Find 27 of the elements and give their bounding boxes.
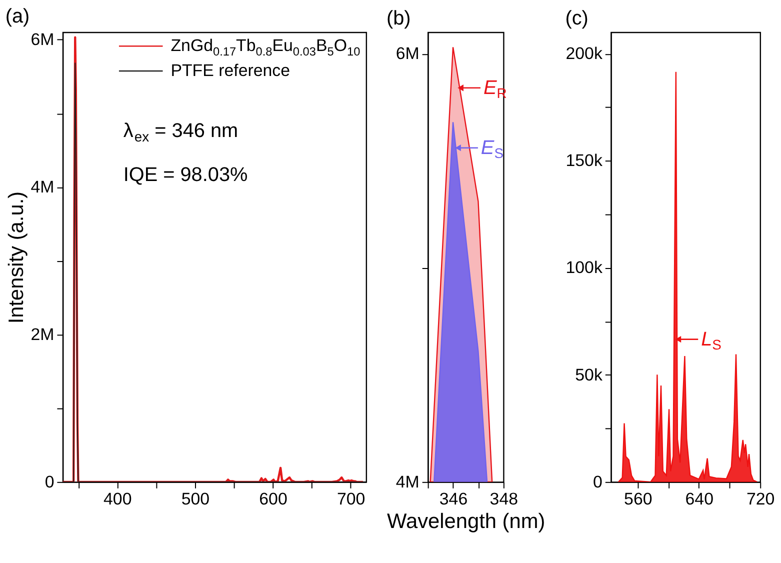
y-axis-title: Intensity (a.u.) (4, 191, 28, 324)
x-tick-label: 720 (746, 489, 775, 508)
chart-title: (a) (5, 6, 30, 28)
x-tick-label: 400 (104, 489, 132, 508)
y-tick-label: 100k (566, 258, 603, 278)
y-tick-label: 2M (30, 324, 54, 344)
y-tick-label: 6M (30, 30, 54, 50)
x-tick-label: 700 (336, 489, 366, 508)
x-tick-label: 500 (181, 489, 210, 508)
x-tick-label: 600 (259, 489, 288, 508)
y-tick-label: 0 (44, 472, 54, 492)
chart-title: (b) (386, 7, 411, 30)
x-tick-label: 346 (439, 489, 468, 508)
y-tick-label: 4M (30, 178, 54, 196)
x-tick-label: 560 (624, 489, 652, 508)
y-tick-label: 0 (593, 472, 602, 492)
y-tick-label: 6M (396, 44, 420, 64)
y-tick-label: 50k (575, 365, 603, 384)
y-tick-label: 4M (396, 472, 420, 492)
chart-title: (c) (565, 7, 588, 30)
y-tick-label: 200k (566, 44, 603, 64)
legend-label: PTFE reference (170, 60, 290, 80)
x-tick-label: 348 (490, 489, 518, 508)
x-axis-title: Wavelength (nm) (387, 510, 546, 534)
annotation: IQE = 98.03% (123, 164, 248, 186)
y-tick-label: 150k (566, 151, 603, 170)
x-tick-label: 640 (685, 489, 714, 508)
